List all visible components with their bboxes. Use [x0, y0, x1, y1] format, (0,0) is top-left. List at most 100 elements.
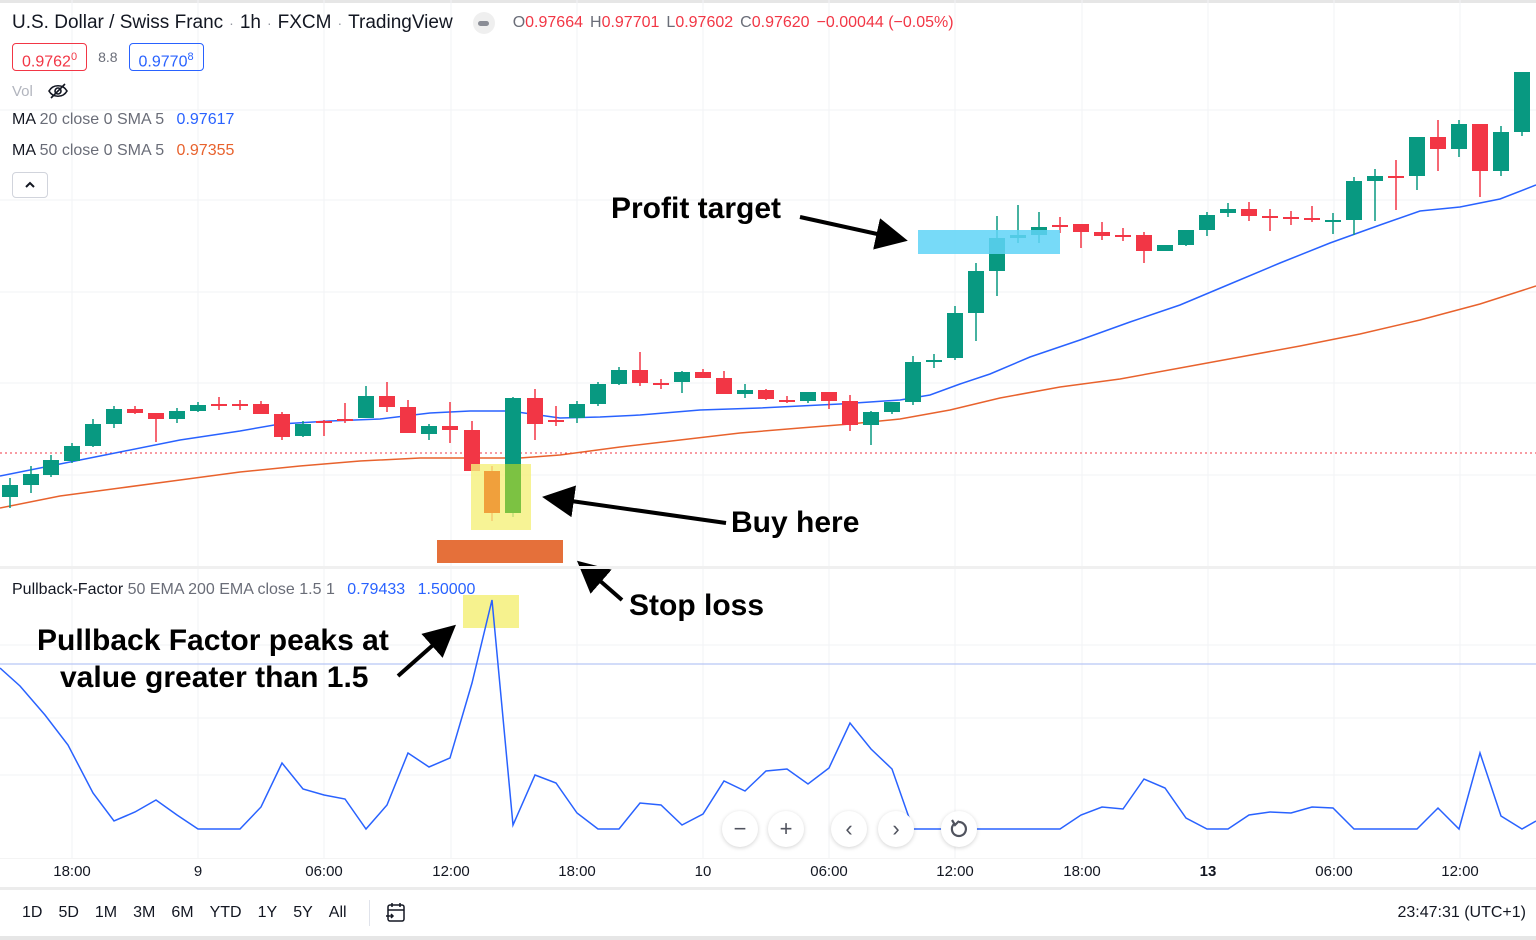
ma50-value: 0.97355	[176, 142, 235, 159]
candle-down	[400, 407, 416, 433]
candle-down	[1094, 232, 1110, 236]
candle-down	[1136, 235, 1152, 251]
buy-here-arrow	[542, 485, 727, 525]
low-value: 0.97602	[675, 14, 734, 31]
candle-down	[1304, 218, 1320, 220]
buy-zone-highlight	[471, 464, 531, 530]
candle-down	[148, 413, 164, 419]
candle-down	[1241, 209, 1257, 216]
bid-ask-row: 0.97620 8.8 0.97708	[12, 42, 954, 72]
pullback-factor-line	[0, 599, 1536, 831]
candle-down	[232, 404, 248, 406]
reset-chart-button[interactable]	[941, 811, 977, 847]
candle-up	[569, 404, 585, 418]
eye-hidden-icon[interactable]	[47, 82, 69, 100]
candle-up	[947, 313, 963, 358]
candle-down	[1388, 176, 1404, 178]
volume-legend[interactable]: Vol	[12, 80, 954, 102]
indicator-value-1: 0.79433	[347, 581, 406, 598]
ma50-line	[0, 285, 1536, 509]
sell-button[interactable]: 0.97620	[12, 43, 88, 71]
candle-down	[274, 414, 290, 437]
time-tick: 12:00	[432, 863, 470, 880]
candle-up	[800, 392, 816, 401]
high-value: 0.97701	[601, 14, 660, 31]
candle-down	[716, 378, 732, 394]
candle-down	[442, 426, 458, 430]
scroll-right-button[interactable]: ›	[878, 811, 914, 847]
range-1y[interactable]: 1Y	[257, 904, 278, 921]
candle-down	[1283, 217, 1299, 219]
candle-down	[1073, 224, 1089, 232]
stop-loss-arrow	[576, 560, 624, 602]
time-tick: 06:00	[1315, 863, 1353, 880]
interval[interactable]: 1h	[239, 12, 261, 33]
indicator-legend[interactable]: Pullback-Factor 50 EMA 200 EMA close 1.5…	[12, 581, 475, 599]
range-5y[interactable]: 5Y	[293, 904, 313, 921]
chart-legend: U.S. Dollar / Swiss Franc · 1h · FXCM · …	[12, 10, 954, 198]
time-tick: 18:00	[558, 863, 596, 880]
minus-icon	[478, 20, 490, 26]
range-all[interactable]: All	[328, 904, 347, 921]
range-3m[interactable]: 3M	[133, 904, 156, 921]
minimize-legend-button[interactable]	[472, 12, 495, 34]
bottom-separator	[0, 887, 1536, 890]
pullback-annotation-line1: Pullback Factor peaks at	[37, 624, 389, 657]
candle-up	[1367, 176, 1383, 181]
candle-up	[1220, 209, 1236, 213]
pane-separator[interactable]	[0, 566, 1536, 569]
symbol-title-row: U.S. Dollar / Swiss Franc · 1h · FXCM · …	[12, 12, 954, 34]
calendar-goto-icon[interactable]	[384, 901, 408, 925]
open-value: 0.97664	[525, 14, 583, 31]
candle-down	[253, 404, 269, 414]
indicator-params: 50 EMA 200 EMA close 1.5 1	[127, 581, 335, 598]
zoom-out-button[interactable]: −	[722, 811, 758, 847]
collapse-legend-button[interactable]	[12, 172, 48, 198]
candle-down	[842, 401, 858, 425]
ma20-value: 0.97617	[176, 111, 235, 128]
buy-here-annotation: Buy here	[731, 506, 860, 539]
time-tick: 06:00	[810, 863, 848, 880]
time-tick: 12:00	[1441, 863, 1479, 880]
range-1d[interactable]: 1D	[22, 904, 43, 921]
candle-up	[1199, 215, 1215, 230]
range-ytd[interactable]: YTD	[209, 904, 242, 921]
candle-down	[632, 370, 648, 383]
spread: 8.8	[98, 49, 118, 65]
range-6m[interactable]: 6M	[171, 904, 194, 921]
candle-up	[590, 384, 606, 404]
range-5d[interactable]: 5D	[58, 904, 79, 921]
time-tick: 18:00	[1063, 863, 1101, 880]
candle-down	[127, 409, 143, 413]
scroll-left-button[interactable]: ‹	[831, 811, 867, 847]
candle-down	[1115, 235, 1131, 237]
buy-button[interactable]: 0.97708	[128, 43, 204, 71]
profit-target-box	[918, 230, 1060, 254]
candle-down	[1052, 225, 1068, 227]
close-value: 0.97620	[751, 14, 810, 31]
ma50-legend[interactable]: MA 50 close 0 SMA 5 0.97355	[12, 142, 235, 159]
time-tick: 12:00	[936, 863, 974, 880]
symbol-name[interactable]: U.S. Dollar / Swiss Franc	[12, 12, 224, 33]
candle-up	[1451, 124, 1467, 149]
chevron-up-icon	[25, 181, 35, 188]
ma20-line	[0, 184, 1536, 477]
bottom-toolbar: 1D 5D 1M 3M 6M YTD 1Y 5Y All 23:47:31 (U…	[0, 890, 1536, 936]
candle-up	[43, 460, 59, 475]
candle-up	[1178, 230, 1194, 245]
indicator-name: Pullback-Factor	[12, 581, 124, 598]
bottom-border	[0, 936, 1536, 940]
zoom-in-button[interactable]: +	[768, 811, 804, 847]
candle-up	[64, 446, 80, 461]
range-1m[interactable]: 1M	[94, 904, 118, 921]
candle-down	[1472, 124, 1488, 171]
ma20-legend[interactable]: MA 20 close 0 SMA 5 0.97617	[12, 111, 235, 128]
ohlc-values: O0.97664 H0.97701 L0.97602 C0.97620 −0.0…	[512, 14, 954, 31]
time-axis[interactable]: 18:00 9 06:00 12:00 18:00 10 06:00 12:00 18:00 13…	[0, 858, 1536, 887]
clock[interactable]: 23:47:31 (UTC+1)	[1397, 904, 1526, 921]
candle-up	[23, 474, 39, 485]
candle-down	[1430, 137, 1446, 149]
indicator-peak-highlight	[463, 595, 519, 628]
change-value: −0.00044 (−0.05%)	[816, 14, 954, 31]
